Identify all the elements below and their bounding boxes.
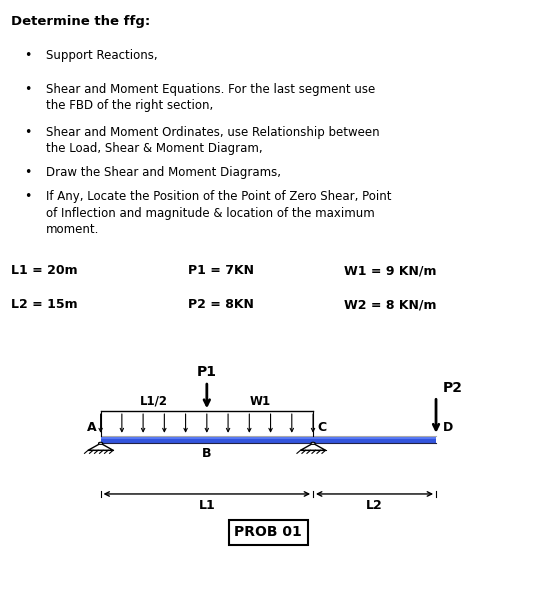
Text: L1: L1 bbox=[198, 499, 215, 512]
Bar bbox=[101, 436, 436, 439]
Circle shape bbox=[98, 442, 103, 445]
Text: P2: P2 bbox=[443, 381, 463, 395]
Text: Shear and Moment Ordinates, use Relationship between
the Load, Shear & Moment Di: Shear and Moment Ordinates, use Relation… bbox=[46, 126, 380, 155]
Text: PROB 01: PROB 01 bbox=[234, 525, 302, 539]
Text: Shear and Moment Equations. For the last segment use
the FBD of the right sectio: Shear and Moment Equations. For the last… bbox=[46, 83, 375, 112]
Text: W1: W1 bbox=[249, 395, 271, 408]
Text: •: • bbox=[25, 49, 32, 62]
Text: L1/2: L1/2 bbox=[140, 395, 168, 408]
Text: D: D bbox=[443, 422, 453, 435]
Text: A: A bbox=[87, 422, 96, 435]
Text: L2: L2 bbox=[366, 499, 383, 512]
Text: •: • bbox=[25, 166, 32, 179]
Text: L2 = 15m: L2 = 15m bbox=[11, 298, 78, 311]
Circle shape bbox=[311, 442, 315, 445]
Text: Determine the ffg:: Determine the ffg: bbox=[11, 15, 150, 28]
Text: P2 = 8KN: P2 = 8KN bbox=[188, 298, 254, 311]
Text: If Any, Locate the Position of the Point of Zero Shear, Point
of Inflection and : If Any, Locate the Position of the Point… bbox=[46, 191, 391, 236]
Text: •: • bbox=[25, 83, 32, 96]
Text: P1 = 7KN: P1 = 7KN bbox=[188, 264, 254, 277]
Text: P1: P1 bbox=[197, 365, 217, 379]
Bar bbox=[101, 436, 436, 443]
Text: Draw the Shear and Moment Diagrams,: Draw the Shear and Moment Diagrams, bbox=[46, 166, 281, 179]
Text: Support Reactions,: Support Reactions, bbox=[46, 49, 158, 62]
Text: W1 = 9 KN/m: W1 = 9 KN/m bbox=[344, 264, 437, 277]
Text: C: C bbox=[318, 422, 326, 435]
Text: •: • bbox=[25, 191, 32, 204]
Text: B: B bbox=[202, 446, 211, 459]
Text: L1 = 20m: L1 = 20m bbox=[11, 264, 78, 277]
Text: •: • bbox=[25, 126, 32, 139]
Text: W2 = 8 KN/m: W2 = 8 KN/m bbox=[344, 298, 437, 311]
